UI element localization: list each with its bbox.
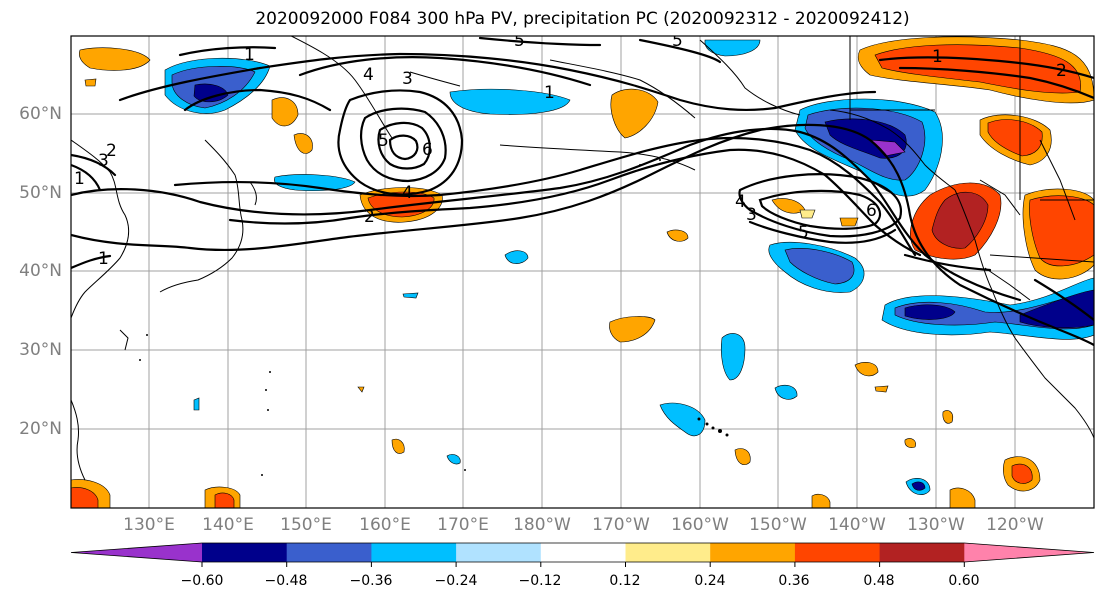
contour-label: 3 (746, 205, 757, 225)
colorbar-tick-label: 0.12 (609, 573, 641, 589)
colorbar-segment (794, 543, 881, 562)
colorbar-tick-label: 0.60 (948, 573, 980, 589)
colorbar-segment (71, 543, 202, 562)
contour-label: 5 (378, 131, 389, 151)
colorbar-segment (964, 543, 1094, 562)
contour-label: 4 (402, 183, 413, 203)
coastlines (71, 36, 1094, 481)
lat-label: 30°N (19, 340, 62, 360)
lon-label: 150°W (749, 515, 807, 535)
colorbar-tick-label: 0.48 (863, 573, 895, 589)
colorbar-tick-label: −0.36 (349, 573, 393, 589)
contour-label: 6 (866, 201, 877, 221)
lat-label: 20°N (19, 419, 62, 439)
contour-label: 1 (244, 45, 255, 65)
colorbar-segment (540, 543, 626, 562)
contour-label: 5 (798, 223, 809, 243)
lon-label: 140°E (202, 515, 254, 535)
contour-label: 1 (74, 169, 85, 189)
contour-label: 4 (363, 65, 374, 85)
contour-label: 2 (364, 207, 375, 227)
lat-label: 40°N (19, 261, 62, 281)
lon-label: 180°W (513, 515, 571, 535)
colorbar-tick-label: −0.48 (264, 573, 308, 589)
contour-label: 5 (514, 31, 525, 51)
contour-label: 4 (735, 192, 746, 212)
contour-label: 2 (1056, 61, 1067, 81)
lat-label: 50°N (19, 183, 62, 203)
lon-label: 140°W (828, 515, 886, 535)
colorbar (70, 542, 1095, 567)
contour-label: 6 (422, 140, 433, 160)
contour-labels: 1 4 3 5 1 5 6 4 2 1 4 3 5 6 1 2 3 2 1 5 (74, 31, 1067, 269)
colorbar-segment (202, 543, 288, 562)
colorbar-tick-label: 0.24 (694, 573, 726, 589)
colorbar-tick-label: −0.24 (434, 573, 478, 589)
lon-label: 170°E (437, 515, 489, 535)
contour-label: 3 (402, 69, 413, 89)
lon-label: 150°E (280, 515, 332, 535)
lon-label: 120°W (986, 515, 1044, 535)
colorbar-segment (371, 543, 457, 562)
lat-label: 60°N (19, 104, 62, 124)
lon-label: 170°W (592, 515, 650, 535)
contour-label: 1 (932, 47, 943, 67)
colorbar-segment (710, 543, 796, 562)
colorbar-tick-label: 0.36 (778, 573, 810, 589)
colorbar-segment (286, 543, 372, 562)
lon-label: 130°W (907, 515, 965, 535)
lon-label: 160°E (359, 515, 411, 535)
colorbar-segment (879, 543, 965, 562)
contour-label: 3 (98, 151, 109, 171)
pv-contours (71, 36, 1094, 347)
contour-label: 2 (106, 141, 117, 161)
colorbar-tick-label: −0.12 (518, 573, 562, 589)
colorbar-tick-label: −0.60 (180, 573, 224, 589)
contour-label: 1 (98, 249, 109, 269)
contour-label: 5 (672, 31, 683, 51)
map-title: 2020092000 F084 300 hPa PV, precipitatio… (255, 9, 910, 29)
contour-label: 1 (544, 83, 555, 103)
colorbar-segment (456, 543, 542, 562)
lon-label: 130°E (123, 515, 175, 535)
colorbar-segment (625, 543, 711, 562)
lon-label: 160°W (671, 515, 729, 535)
